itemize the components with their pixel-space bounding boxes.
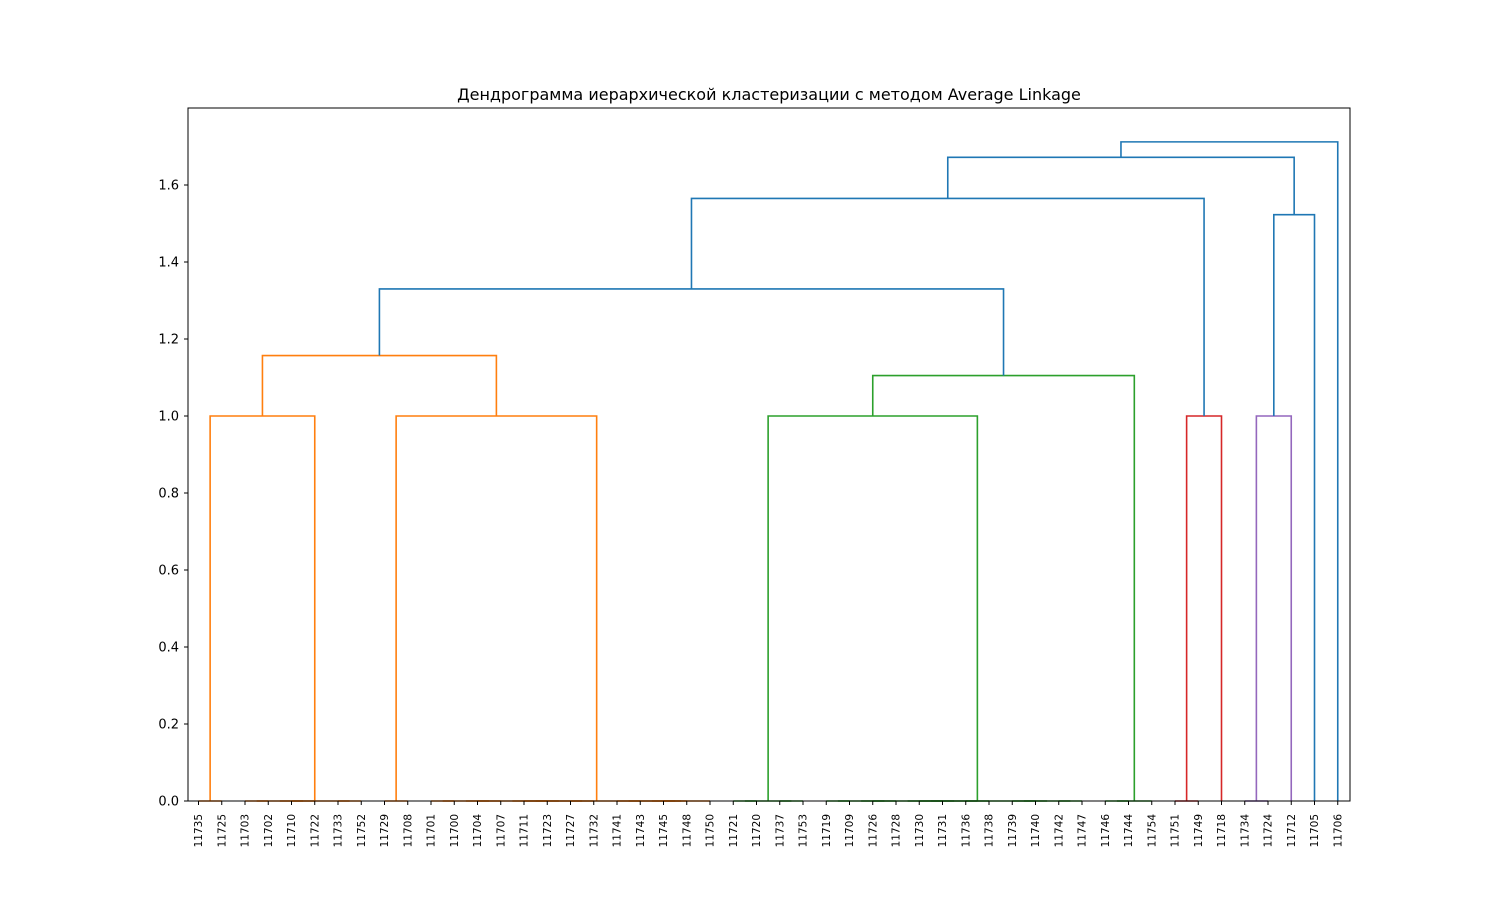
leaf-label-11725: 11725 <box>216 814 228 847</box>
x-axis: 11735 11725 11703 11702 11710 11722 11733 11752… <box>193 801 1344 847</box>
leaf-label-11752: 11752 <box>356 814 368 847</box>
y-tick-label: 1.0 <box>158 410 179 425</box>
leaf-label-11727: 11727 <box>565 814 577 847</box>
leaf-label-11737: 11737 <box>774 814 786 847</box>
dendrogram-link-above-5 <box>1120 141 1339 801</box>
leaf-label-11746: 11746 <box>1100 814 1112 848</box>
leaf-label-11706: 11706 <box>1332 814 1344 848</box>
leaf-label-11719: 11719 <box>821 814 833 847</box>
leaf-label-11724: 11724 <box>1263 814 1275 848</box>
leaf-label-11742: 11742 <box>1053 814 1065 847</box>
leaf-label-11740: 11740 <box>1030 814 1042 847</box>
dendrogram-link-cluster-c <box>767 415 979 801</box>
leaf-label-11728: 11728 <box>891 814 903 847</box>
dendrogram-link-cluster-ab <box>261 354 498 416</box>
leaf-label-11741: 11741 <box>612 814 624 847</box>
leaf-label-11721: 11721 <box>728 814 740 847</box>
dendrogram-link-above-3 <box>1273 213 1316 801</box>
leaf-label-11753: 11753 <box>798 814 810 847</box>
leaf-label-11703: 11703 <box>240 814 252 847</box>
leaf-label-11734: 11734 <box>1239 814 1251 848</box>
leaf-label-11733: 11733 <box>333 814 345 847</box>
leaf-label-11735: 11735 <box>193 814 205 847</box>
leaf-label-11736: 11736 <box>960 814 972 848</box>
leaf-label-11709: 11709 <box>844 814 856 847</box>
dendrogram-links <box>198 141 1339 802</box>
leaf-label-11739: 11739 <box>1007 814 1019 847</box>
leaf-label-11749: 11749 <box>1193 814 1205 847</box>
dendrogram-link-cluster-a <box>209 415 316 801</box>
leaf-label-11702: 11702 <box>263 814 275 847</box>
leaf-label-11718: 11718 <box>1216 814 1228 847</box>
leaf-label-11731: 11731 <box>937 814 949 847</box>
leaf-label-11754: 11754 <box>1146 814 1158 848</box>
leaf-label-11707: 11707 <box>495 814 507 847</box>
leaf-label-11751: 11751 <box>1170 814 1182 847</box>
leaf-label-11722: 11722 <box>309 814 321 847</box>
leaf-label-11745: 11745 <box>658 814 670 847</box>
y-tick-label: 1.4 <box>158 256 179 271</box>
dendrogram-link-cluster-cd <box>871 374 1136 801</box>
leaf-label-11701: 11701 <box>426 814 438 847</box>
leaf-label-11723: 11723 <box>542 814 554 847</box>
leaf-label-11732: 11732 <box>588 814 600 847</box>
leaf-label-11747: 11747 <box>1077 814 1089 847</box>
leaf-label-11748: 11748 <box>681 814 693 847</box>
dendrogram-link-cluster-f <box>1255 415 1293 801</box>
leaf-label-11711: 11711 <box>519 814 531 847</box>
leaf-label-11712: 11712 <box>1286 814 1298 847</box>
leaf-label-11704: 11704 <box>472 814 484 848</box>
leaf-label-11700: 11700 <box>449 814 461 847</box>
chart-title: Дендрограмма иерархической кластеризации… <box>457 85 1081 104</box>
y-tick-label: 1.6 <box>158 179 179 194</box>
leaf-label-11726: 11726 <box>867 814 879 848</box>
leaf-label-11729: 11729 <box>379 814 391 847</box>
y-tick-label: 0.6 <box>158 564 179 579</box>
dendrogram-link-cluster-b <box>395 415 598 801</box>
dendrogram-link-above-1 <box>378 288 1005 376</box>
dendrogram-link-above-4 <box>946 156 1295 215</box>
leaf-label-11720: 11720 <box>751 814 763 847</box>
leaf-label-11710: 11710 <box>286 814 298 847</box>
leaf-label-11738: 11738 <box>984 814 996 847</box>
dendrogram-link-cluster-e <box>1185 415 1223 801</box>
plot-frame <box>187 107 1351 802</box>
dendrogram-link-above-2 <box>690 197 1205 416</box>
leaf-label-11730: 11730 <box>914 814 926 847</box>
leaf-label-11708: 11708 <box>402 814 414 847</box>
y-tick-label: 0.8 <box>158 487 179 502</box>
y-tick-label: 0.4 <box>158 641 179 656</box>
leaf-label-11750: 11750 <box>705 814 717 847</box>
y-tick-label: 1.2 <box>158 333 179 348</box>
y-tick-label: 0.0 <box>158 795 179 810</box>
leaf-label-11743: 11743 <box>635 814 647 847</box>
leaf-label-11744: 11744 <box>1123 814 1135 848</box>
leaf-label-11705: 11705 <box>1309 814 1321 847</box>
y-tick-label: 0.2 <box>158 718 179 733</box>
y-axis: 0.0 0.2 0.4 0.6 0.8 1.0 1.2 1.4 1.6 <box>158 179 188 810</box>
